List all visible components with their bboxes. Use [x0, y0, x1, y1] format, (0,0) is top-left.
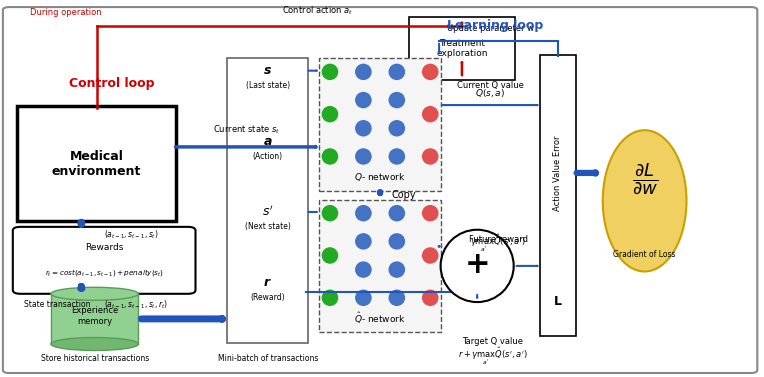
Text: $Q(s, a)$: $Q(s, a)$ [475, 87, 506, 100]
FancyBboxPatch shape [319, 58, 442, 191]
Text: Future reward: Future reward [468, 234, 528, 244]
FancyBboxPatch shape [539, 55, 576, 336]
Ellipse shape [441, 230, 513, 302]
FancyBboxPatch shape [228, 58, 308, 343]
Text: Control action $a_t$: Control action $a_t$ [282, 4, 353, 17]
Ellipse shape [389, 64, 404, 80]
Ellipse shape [422, 290, 438, 305]
Text: Learning loop: Learning loop [447, 18, 543, 32]
Text: Copy: Copy [391, 190, 416, 200]
Text: Target Q value: Target Q value [462, 337, 523, 346]
Text: $r + \gamma \max_{a^{\prime}}\hat{Q}(s^{\prime}, a^{\prime})$: $r + \gamma \max_{a^{\prime}}\hat{Q}(s^{… [458, 346, 527, 367]
Ellipse shape [603, 130, 687, 271]
Text: Mini-batch of transactions: Mini-batch of transactions [218, 354, 318, 363]
FancyBboxPatch shape [13, 227, 196, 294]
Text: Gradient of Loss: Gradient of Loss [613, 250, 676, 259]
Ellipse shape [322, 149, 338, 164]
Text: Treatment
exploration: Treatment exploration [436, 39, 487, 58]
Text: Action Value Error: Action Value Error [553, 135, 562, 211]
Ellipse shape [389, 206, 404, 221]
Ellipse shape [389, 290, 404, 305]
Ellipse shape [322, 107, 338, 122]
Ellipse shape [322, 64, 338, 80]
Ellipse shape [356, 149, 371, 164]
Text: State transaction: State transaction [24, 300, 91, 310]
FancyBboxPatch shape [319, 200, 442, 332]
Text: Update parameter w: Update parameter w [447, 25, 534, 34]
FancyBboxPatch shape [17, 106, 176, 221]
Text: During operation: During operation [31, 8, 102, 17]
Ellipse shape [389, 234, 404, 249]
Text: $\hat{Q}$- network: $\hat{Q}$- network [354, 310, 406, 326]
Ellipse shape [389, 92, 404, 107]
Text: Store historical transactions: Store historical transactions [40, 354, 149, 363]
Text: (Reward): (Reward) [251, 293, 285, 302]
Text: L: L [554, 295, 562, 308]
Ellipse shape [422, 206, 438, 221]
Ellipse shape [422, 64, 438, 80]
Text: Experience
memory: Experience memory [71, 306, 118, 326]
Text: $\boldsymbol{s'}$: $\boldsymbol{s'}$ [262, 205, 274, 219]
Text: $(a_{t-1}, s_{t-1}, s_t, r_t)$: $(a_{t-1}, s_{t-1}, s_t, r_t)$ [104, 299, 168, 311]
Ellipse shape [356, 262, 371, 277]
Text: (Last state): (Last state) [246, 81, 290, 90]
Text: $Q$- network: $Q$- network [354, 171, 406, 182]
Text: +: + [465, 250, 490, 279]
Ellipse shape [389, 121, 404, 136]
Ellipse shape [422, 107, 438, 122]
Ellipse shape [356, 121, 371, 136]
Text: $\boldsymbol{r}$: $\boldsymbol{r}$ [264, 276, 272, 289]
Text: Medical
environment: Medical environment [52, 150, 141, 178]
Text: $\gamma \max_{a^{\prime}}\hat{Q}(s^{\prime}, a^{\prime})$: $\gamma \max_{a^{\prime}}\hat{Q}(s^{\pri… [470, 233, 526, 254]
Ellipse shape [422, 149, 438, 164]
Ellipse shape [422, 248, 438, 263]
Ellipse shape [51, 287, 138, 300]
Text: Control loop: Control loop [69, 77, 154, 90]
Ellipse shape [356, 92, 371, 107]
Ellipse shape [389, 149, 404, 164]
Ellipse shape [322, 248, 338, 263]
Ellipse shape [322, 206, 338, 221]
Ellipse shape [356, 290, 371, 305]
Text: $(a_{t-1}, s_{t-1}, s_t)$: $(a_{t-1}, s_{t-1}, s_t)$ [104, 228, 159, 241]
FancyBboxPatch shape [3, 7, 757, 373]
Ellipse shape [356, 206, 371, 221]
Ellipse shape [356, 234, 371, 249]
Text: (Action): (Action) [253, 152, 283, 161]
Text: $\boldsymbol{a}$: $\boldsymbol{a}$ [263, 135, 273, 148]
Text: $\dfrac{\partial L}{\partial w}$: $\dfrac{\partial L}{\partial w}$ [632, 161, 658, 196]
FancyBboxPatch shape [409, 17, 515, 80]
Text: Current Q value: Current Q value [457, 81, 524, 90]
Ellipse shape [356, 64, 371, 80]
Text: $\boldsymbol{s}$: $\boldsymbol{s}$ [264, 64, 272, 77]
Ellipse shape [389, 262, 404, 277]
Text: Rewards: Rewards [85, 243, 123, 252]
Ellipse shape [322, 290, 338, 305]
FancyBboxPatch shape [51, 294, 138, 344]
Ellipse shape [51, 337, 138, 351]
Text: (Next state): (Next state) [245, 222, 291, 231]
Text: Current state $s_t$: Current state $s_t$ [213, 123, 280, 136]
Text: $r_t = cost(a_{t-1},s_{t-1})+penalty(s_t)$: $r_t = cost(a_{t-1},s_{t-1})+penalty(s_t… [44, 267, 163, 278]
